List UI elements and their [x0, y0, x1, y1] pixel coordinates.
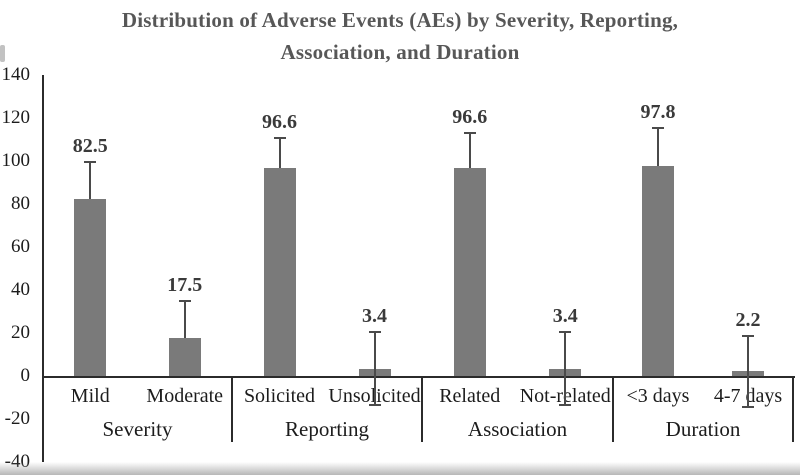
- error-bar: [89, 162, 92, 199]
- bar-value-label: 3.4: [362, 305, 387, 328]
- y-tick-label: 60: [11, 236, 30, 257]
- bar: [453, 168, 486, 376]
- error-bar-cap: [273, 137, 286, 140]
- error-bar: [747, 335, 749, 407]
- chart-title-line: Association, and Duration: [280, 40, 520, 64]
- group-label: Association: [467, 417, 568, 441]
- y-tick-label: -20: [4, 408, 30, 429]
- group-divider: [612, 376, 614, 442]
- error-bar-cap: [559, 404, 572, 407]
- bar-value-label: 2.2: [735, 308, 761, 331]
- bottom-edge-shadow: [0, 462, 800, 475]
- scan-artifact-mark: [0, 45, 5, 62]
- error-bar-cap: [559, 331, 572, 334]
- y-tick-label: 40: [11, 279, 30, 300]
- y-tick-label: 120: [1, 107, 31, 128]
- chart-title: Distribution of Adverse Events (AEs) by …: [0, 4, 800, 68]
- x-axis-line: [42, 376, 795, 378]
- y-tick-label: 0: [20, 365, 31, 386]
- error-bar-cap: [178, 299, 191, 302]
- error-bar: [373, 332, 376, 406]
- bar-value-label: 3.4: [552, 305, 578, 328]
- category-label: 4-7 days: [713, 385, 783, 407]
- error-bar-cap: [742, 334, 754, 337]
- bar: [74, 198, 107, 376]
- category-label: <3 days: [626, 385, 690, 407]
- bar-value-label: 82.5: [72, 135, 108, 158]
- y-tick-label: 140: [1, 64, 31, 85]
- group-label: Duration: [665, 417, 741, 441]
- bar-value-label: 17.5: [167, 273, 203, 296]
- y-axis-line: [42, 75, 44, 462]
- error-bar-cap: [742, 405, 754, 408]
- group-label: Severity: [102, 417, 173, 441]
- error-bar-cap: [84, 161, 97, 164]
- bar-value-label: 96.6: [452, 105, 488, 128]
- category-label: Related: [439, 385, 501, 407]
- chart-title-line: Distribution of Adverse Events (AEs) by …: [121, 8, 679, 32]
- bar-value-label: 96.6: [262, 111, 297, 134]
- error-bar-cap: [368, 404, 381, 407]
- error-bar-cap: [368, 331, 381, 334]
- group-divider: [231, 376, 233, 442]
- y-tick-label: 100: [1, 150, 31, 171]
- error-bar-cap: [463, 131, 476, 134]
- error-bar-cap: [652, 127, 664, 130]
- error-bar: [468, 132, 471, 169]
- group-divider: [421, 376, 423, 442]
- bar: [168, 338, 201, 376]
- category-label: Moderate: [146, 385, 224, 407]
- group-label: Reporting: [285, 417, 369, 441]
- error-bar: [278, 138, 281, 169]
- group-divider: [792, 376, 794, 442]
- error-bar: [564, 332, 567, 406]
- category-label: Mild: [70, 385, 110, 407]
- category-label: Solicited: [243, 385, 316, 407]
- y-tick-label: 80: [11, 193, 30, 214]
- error-bar: [657, 128, 659, 166]
- bar: [642, 165, 674, 376]
- y-tick-label: 20: [11, 322, 30, 343]
- error-bar: [183, 300, 186, 339]
- bar-value-label: 97.8: [640, 101, 676, 124]
- bar: [263, 168, 296, 376]
